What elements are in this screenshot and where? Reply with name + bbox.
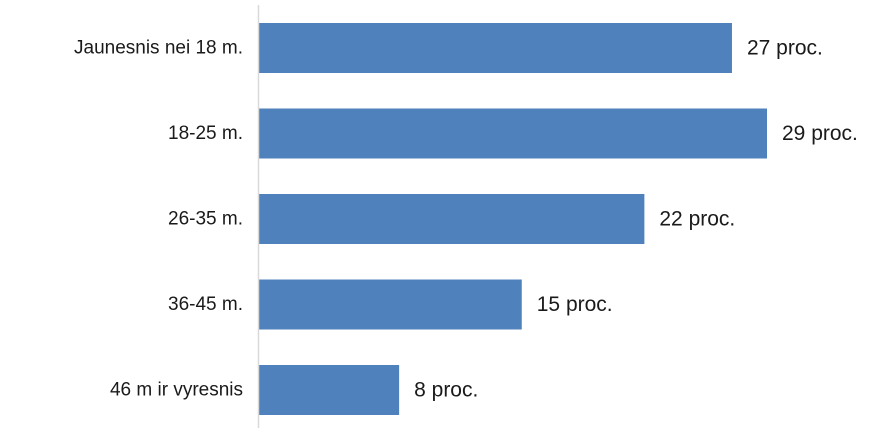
value-label: 22 proc.	[659, 208, 735, 231]
category-label: Jaunesnis nei 18 m.	[74, 38, 243, 59]
bar-3	[259, 279, 522, 330]
bars-group	[259, 23, 767, 415]
bar-0	[259, 23, 732, 73]
value-label: 8 proc.	[414, 379, 478, 402]
bar-2	[259, 194, 645, 244]
category-labels: Jaunesnis nei 18 m. 18-25 m. 26-35 m. 36-45…	[74, 38, 243, 401]
value-label: 15 proc.	[537, 293, 613, 316]
category-label: 46 m ir vyresnis	[110, 380, 243, 401]
bar-1	[259, 108, 767, 159]
category-label: 36-45 m.	[168, 294, 243, 315]
value-labels: 27 proc. 29 proc. 22 proc. 15 proc. 8 proc.	[414, 37, 858, 402]
value-label: 27 proc.	[747, 37, 823, 60]
category-label: 18-25 m.	[168, 123, 243, 144]
bar-4	[259, 365, 400, 415]
category-label: 26-35 m.	[168, 209, 243, 230]
value-label: 29 proc.	[782, 122, 858, 145]
